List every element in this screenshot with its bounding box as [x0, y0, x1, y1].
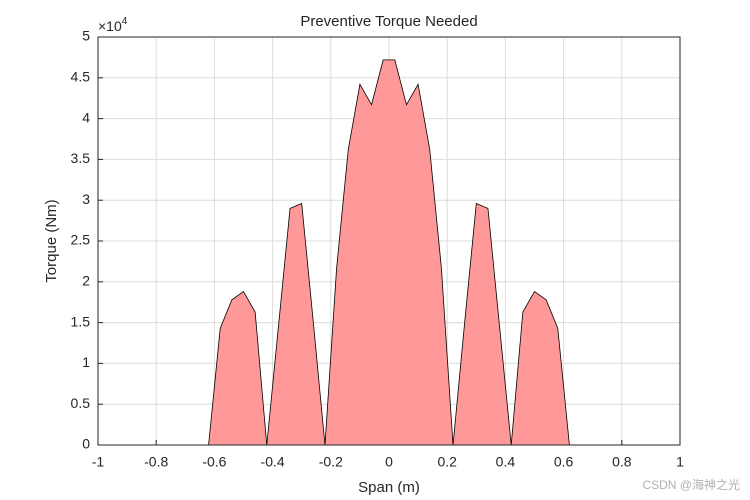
x-tick-label: 0.4	[496, 454, 516, 470]
y-tick-label: 0	[82, 436, 90, 452]
x-tick-label: -0.6	[202, 454, 226, 470]
x-axis-label: Span (m)	[358, 479, 420, 496]
y-tick-label: 0.5	[71, 395, 91, 411]
y-tick-label: 3.5	[71, 150, 91, 166]
y-tick-label: 4.5	[71, 69, 91, 85]
y-tick-label: 1.5	[71, 313, 91, 329]
y-tick-label: 4	[82, 109, 90, 125]
y-axis-label: Torque (Nm)	[43, 199, 60, 282]
x-tick-label: 1	[676, 454, 684, 470]
y-tick-label: 5	[82, 28, 90, 44]
y-tick-label: 3	[82, 191, 90, 207]
x-tick-label: -1	[92, 454, 105, 470]
y-tick-label: 2	[82, 273, 90, 289]
x-tick-label: 0.8	[612, 454, 632, 470]
x-tick-label: 0	[385, 454, 393, 470]
y-tick-label: 2.5	[71, 232, 91, 248]
multiplier-base: ×10	[98, 18, 122, 34]
y-multiplier: ×104	[98, 16, 128, 34]
axes-box	[97, 36, 681, 446]
x-tick-label: 0.6	[554, 454, 574, 470]
x-tick-label: -0.4	[261, 454, 285, 470]
x-tick-label: -0.8	[144, 454, 168, 470]
x-tick-label: -0.2	[319, 454, 343, 470]
chart-title: Preventive Torque Needed	[300, 13, 477, 30]
area	[103, 59, 675, 446]
multiplier-exponent: 4	[122, 16, 128, 27]
x-tick-label: 0.2	[437, 454, 457, 470]
watermark: CSDN @海神之光	[642, 477, 740, 492]
y-tick-label: 1	[82, 354, 90, 370]
